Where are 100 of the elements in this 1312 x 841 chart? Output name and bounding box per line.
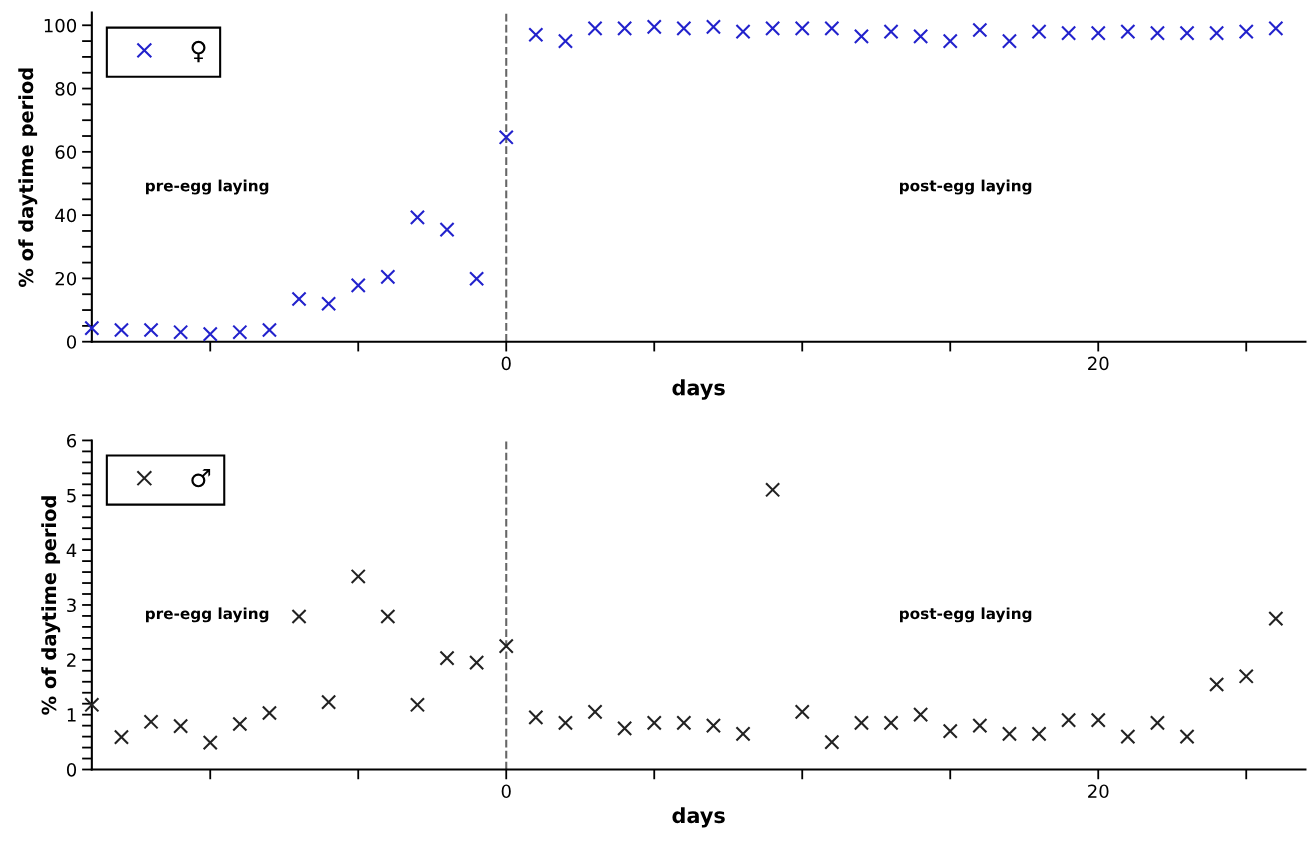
point	[1120, 23, 1136, 40]
point	[380, 608, 396, 625]
legend-label: ♀	[191, 40, 206, 63]
y-tick-label: 100	[44, 18, 77, 33]
point	[557, 33, 574, 49]
point	[1268, 611, 1284, 627]
point	[676, 715, 692, 731]
point	[469, 654, 485, 671]
point	[84, 697, 100, 713]
point	[676, 20, 692, 37]
annotation: pre-egg laying	[146, 607, 269, 623]
y-tick-label: 6	[67, 433, 77, 448]
point	[557, 715, 574, 731]
y-tick-label: 80	[55, 82, 77, 96]
point	[1031, 726, 1047, 742]
point	[794, 704, 810, 720]
point	[202, 735, 218, 751]
point	[735, 726, 751, 742]
point	[1120, 728, 1136, 745]
point	[1238, 23, 1254, 40]
point	[380, 269, 396, 285]
point	[705, 19, 722, 35]
y-tick-label: 5	[67, 488, 76, 503]
point	[646, 19, 662, 35]
y-tick-label: 1	[67, 708, 76, 722]
y-tick-label: 3	[67, 598, 76, 613]
point	[439, 222, 455, 238]
point	[735, 23, 751, 40]
x-axis-title: days	[672, 379, 725, 400]
point	[617, 20, 633, 37]
point	[883, 715, 899, 731]
point	[1268, 20, 1284, 37]
point	[972, 22, 988, 38]
point	[291, 291, 307, 307]
point	[913, 28, 929, 44]
point	[765, 20, 781, 37]
annotation: post-egg laying	[900, 179, 1032, 195]
point	[1090, 712, 1106, 728]
point	[646, 715, 662, 731]
point	[1238, 668, 1254, 684]
point	[853, 28, 870, 44]
point	[824, 20, 840, 37]
point	[350, 568, 366, 585]
point	[409, 209, 426, 225]
point	[232, 324, 248, 340]
point	[794, 20, 810, 37]
annotation: pre-egg laying	[146, 179, 269, 195]
y-tick-label: 20	[55, 271, 77, 286]
point	[439, 650, 455, 666]
point	[1149, 715, 1166, 731]
point	[1031, 23, 1047, 40]
point	[409, 697, 426, 713]
point	[1179, 728, 1195, 745]
point	[1061, 712, 1077, 728]
point	[913, 707, 929, 723]
point	[143, 322, 159, 338]
point	[84, 320, 100, 336]
point	[1149, 25, 1166, 41]
point	[113, 322, 130, 338]
point	[261, 322, 278, 338]
y-tick-label: 60	[55, 145, 77, 159]
point	[232, 716, 248, 732]
point	[173, 324, 189, 340]
annotation: post-egg laying	[900, 607, 1032, 623]
y-axis-title: % of daytime period	[18, 68, 38, 287]
point	[202, 326, 218, 342]
point	[291, 608, 307, 625]
y-axis-title: % of daytime period	[41, 496, 61, 715]
point	[883, 23, 899, 40]
legend-label: ♂	[191, 468, 211, 488]
y-tick-label: 0	[66, 335, 77, 349]
point	[469, 271, 485, 287]
point	[528, 27, 544, 43]
point	[321, 694, 337, 710]
point	[143, 714, 159, 730]
y-tick-label: 0	[66, 762, 77, 777]
y-tick-label: 4	[66, 543, 77, 557]
point	[765, 482, 781, 498]
point	[528, 709, 544, 726]
point	[1209, 676, 1225, 693]
point	[261, 705, 278, 721]
point	[113, 729, 130, 745]
y-tick-label: 40	[55, 208, 77, 223]
point	[587, 704, 603, 720]
y-tick-label: 2	[67, 653, 76, 667]
point	[1001, 33, 1018, 49]
point	[350, 277, 366, 294]
point	[617, 720, 633, 737]
point	[942, 33, 958, 49]
point	[498, 638, 514, 654]
point	[1090, 25, 1106, 41]
point	[853, 715, 870, 731]
point	[1179, 25, 1195, 41]
point	[705, 718, 722, 734]
point	[1001, 726, 1018, 742]
point	[173, 718, 189, 734]
point	[498, 129, 514, 145]
point	[1061, 25, 1077, 41]
x-axis-title: days	[672, 807, 725, 828]
point	[942, 723, 958, 739]
